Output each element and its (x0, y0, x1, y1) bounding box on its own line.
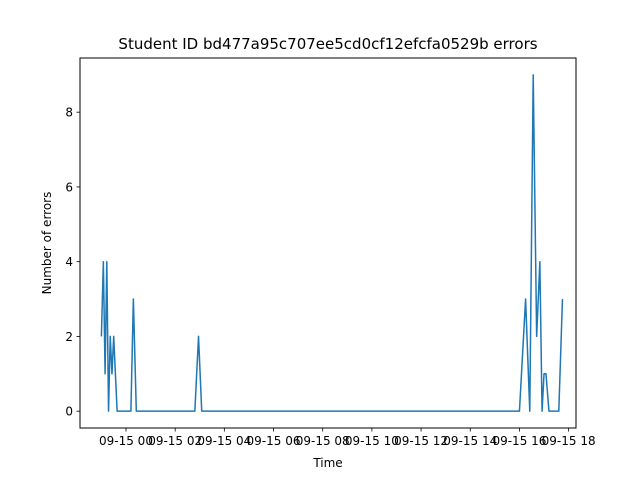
x-tick-label: 09-15 06 (247, 434, 301, 448)
y-tick-label: 6 (65, 180, 73, 194)
y-axis-label: Number of errors (40, 192, 54, 295)
x-tick-label: 09-15 14 (443, 434, 497, 448)
plot-frame (79, 57, 577, 429)
x-tick-label: 09-15 10 (345, 434, 399, 448)
y-tick-label: 2 (65, 330, 73, 344)
x-tick-label: 09-15 12 (394, 434, 448, 448)
x-tick-label: 09-15 18 (542, 434, 596, 448)
x-tick-label: 09-15 08 (296, 434, 350, 448)
series-line-0 (100, 74, 564, 412)
x-tick-label: 09-15 16 (492, 434, 546, 448)
y-tick-label: 8 (65, 106, 73, 120)
x-tick-label: 09-15 02 (148, 434, 202, 448)
x-tick-label: 09-15 04 (197, 434, 251, 448)
y-tick-label: 4 (65, 255, 73, 269)
y-tick-label: 0 (65, 405, 73, 419)
chart-title: Student ID bd477a95c707ee5cd0cf12efcfa05… (118, 35, 537, 53)
y-axis-ticks: 0 2 4 6 8 (65, 106, 80, 419)
x-axis-label: Time (312, 456, 342, 470)
x-tick-label: 09-15 00 (99, 434, 153, 448)
plot-series (100, 74, 564, 412)
